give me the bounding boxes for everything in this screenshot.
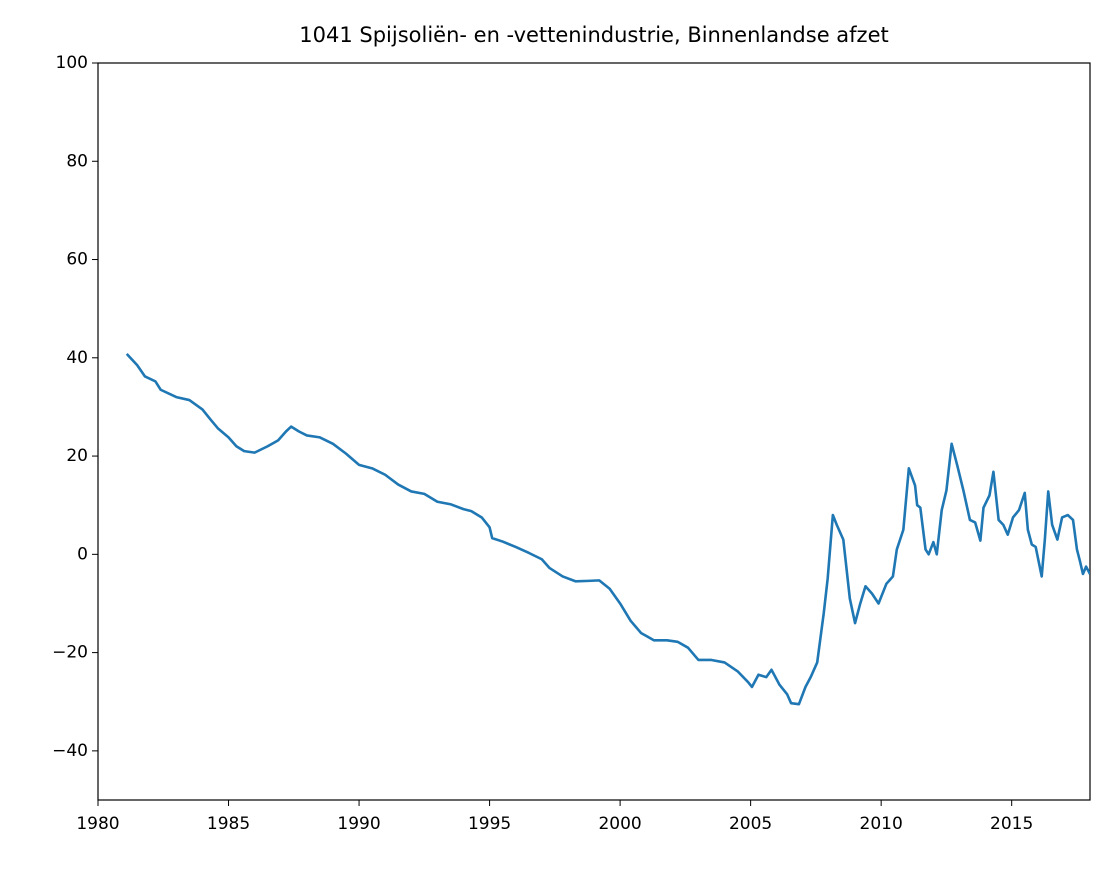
x-tick-label: 1990	[337, 814, 380, 834]
y-tick-label: 100	[56, 53, 88, 73]
x-tick-label: 1985	[207, 814, 250, 834]
y-tick-label: 40	[66, 348, 88, 368]
y-tick-label: −20	[52, 643, 88, 663]
chart-title: 1041 Spijsoliën- en -vettenindustrie, Bi…	[299, 23, 888, 47]
plot-frame	[97, 62, 1091, 801]
y-tick-label: 20	[66, 446, 88, 466]
y-tick-label: 60	[66, 250, 88, 270]
line-series	[125, 352, 1090, 706]
x-tick-label: 1980	[76, 814, 119, 834]
y-tick-label: 80	[66, 151, 88, 171]
x-tick-label: 1995	[468, 814, 511, 834]
y-tick-label: 0	[77, 544, 88, 564]
y-tick-label: −40	[52, 741, 88, 761]
x-tick-label: 2010	[860, 814, 903, 834]
x-tick-label: 2005	[729, 814, 772, 834]
x-tick-label: 2000	[598, 814, 641, 834]
x-tick-label: 2015	[990, 814, 1033, 834]
